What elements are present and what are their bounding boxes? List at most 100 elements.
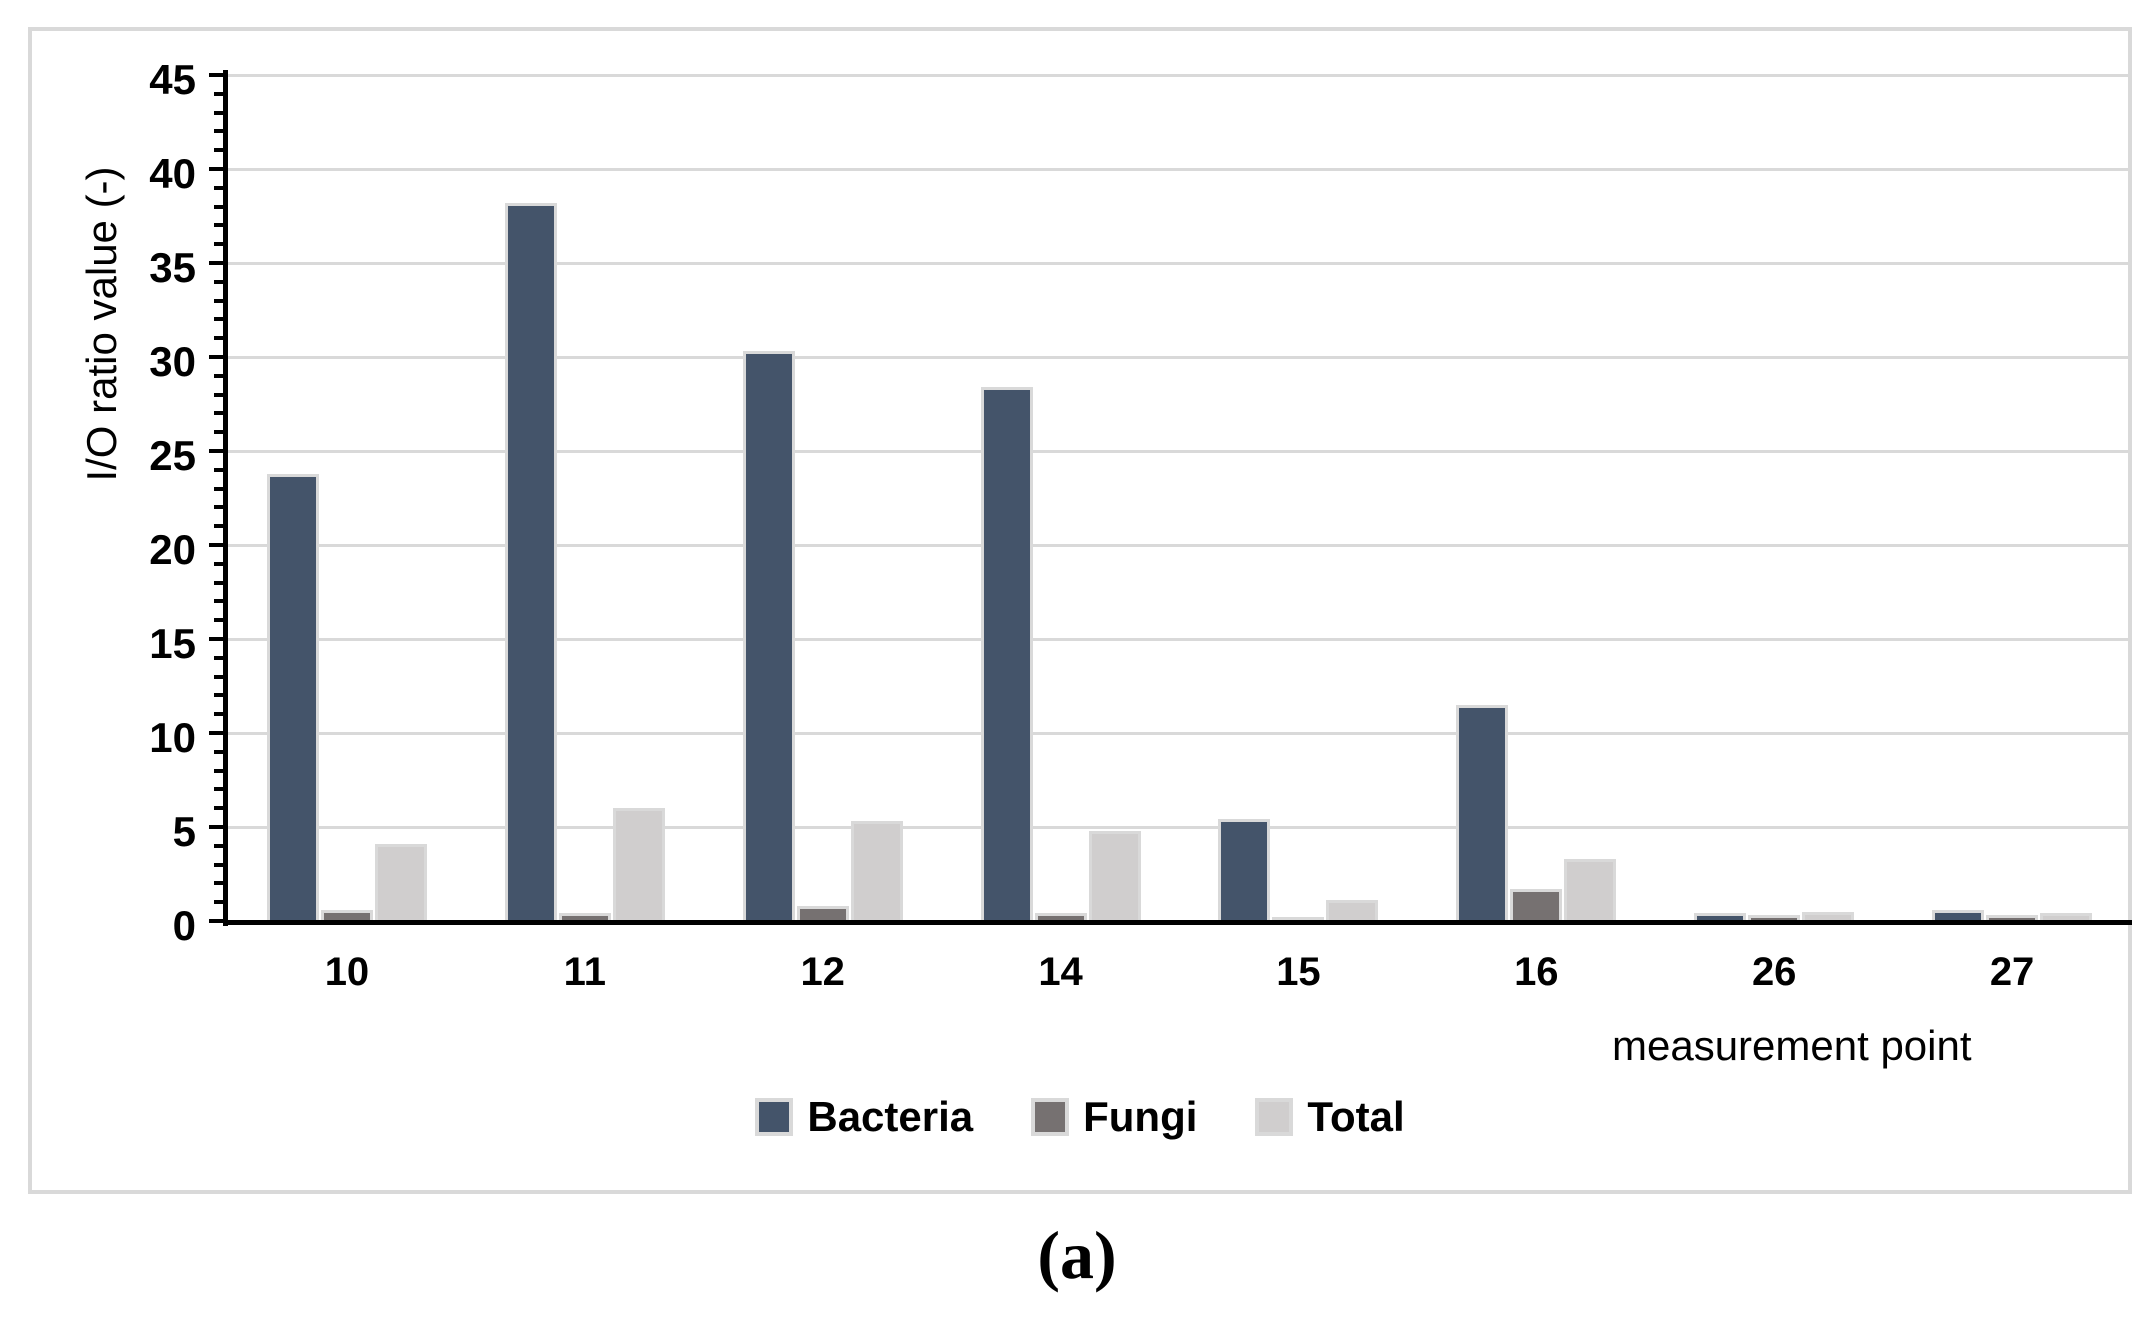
bar-fungi-11	[558, 913, 611, 921]
y-minor-tick-2	[214, 881, 223, 886]
y-tick-label-25: 25	[149, 432, 196, 479]
y-minor-tick-1	[214, 900, 223, 905]
gridline-30	[228, 356, 2131, 359]
y-minor-tick-39	[214, 185, 223, 190]
x-tick-label-10: 10	[324, 950, 370, 994]
y-minor-tick-14	[214, 655, 223, 660]
bar-total-15	[1326, 900, 1379, 921]
y-minor-tick-7	[214, 787, 223, 792]
y-minor-tick-3	[214, 862, 223, 867]
y-tick-label-30: 30	[149, 338, 196, 385]
bar-bacteria-15	[1218, 819, 1271, 921]
legend-item-fungi: Fungi	[1031, 1096, 1197, 1138]
y-minor-tick-34	[214, 279, 223, 284]
y-minor-tick-26	[214, 430, 223, 435]
gridline-25	[228, 450, 2131, 453]
y-minor-tick-27	[214, 411, 223, 416]
bar-bacteria-27	[1932, 909, 1985, 921]
y-minor-tick-43	[214, 110, 223, 115]
y-minor-tick-32	[214, 317, 223, 322]
y-major-tick-35	[209, 261, 223, 265]
bar-fungi-14	[1034, 913, 1087, 921]
y-major-tick-25	[209, 449, 223, 453]
y-minor-tick-16	[214, 618, 223, 623]
y-minor-tick-12	[214, 693, 223, 698]
legend-label-total: Total	[1307, 1093, 1405, 1140]
gridline-20	[228, 544, 2131, 547]
y-minor-tick-4	[214, 843, 223, 848]
figure-caption: (a)	[1037, 1217, 1117, 1293]
bar-total-16	[1564, 858, 1617, 921]
y-minor-tick-44	[214, 91, 223, 96]
y-tick-label-40: 40	[149, 150, 196, 197]
legend: Bacteria Fungi Total	[28, 1096, 2132, 1138]
legend-swatch-fungi	[1031, 1098, 1070, 1136]
legend-label-fungi: Fungi	[1083, 1093, 1198, 1140]
bar-fungi-16	[1510, 889, 1563, 921]
legend-swatch-total	[1255, 1098, 1294, 1136]
y-axis-title: I/O ratio value (-)	[78, 166, 125, 482]
y-minor-tick-36	[214, 242, 223, 247]
gridline-15	[228, 638, 2131, 641]
y-minor-tick-17	[214, 599, 223, 604]
y-axis-line	[223, 70, 228, 926]
y-tick-label-5: 5	[172, 808, 196, 855]
bar-fungi-26	[1748, 915, 1801, 921]
bar-bacteria-26	[1694, 913, 1747, 921]
y-tick-label-35: 35	[149, 244, 196, 291]
bar-fungi-15	[1272, 917, 1325, 921]
y-minor-tick-29	[214, 373, 223, 378]
y-major-tick-30	[209, 355, 223, 359]
gridline-45	[228, 74, 2131, 77]
y-minor-tick-11	[214, 712, 223, 717]
y-tick-label-20: 20	[149, 526, 196, 573]
legend-label-bacteria: Bacteria	[807, 1093, 974, 1140]
y-minor-tick-18	[214, 580, 223, 585]
gridline-35	[228, 262, 2131, 265]
bar-bacteria-14	[980, 387, 1033, 921]
y-tick-label-10: 10	[149, 714, 196, 761]
bar-fungi-12	[796, 905, 849, 921]
y-major-tick-5	[209, 825, 223, 829]
y-minor-tick-37	[214, 223, 223, 228]
bar-total-14	[1088, 830, 1141, 921]
bar-fungi-27	[1986, 915, 2039, 921]
bar-bacteria-12	[742, 351, 795, 921]
x-axis-title: measurement point	[1612, 1022, 1972, 1069]
x-tick-label-27: 27	[1989, 950, 2035, 994]
y-minor-tick-31	[214, 336, 223, 341]
y-minor-tick-28	[214, 392, 223, 397]
y-minor-tick-22	[214, 505, 223, 510]
y-minor-tick-9	[214, 749, 223, 754]
y-tick-label-45: 45	[149, 56, 196, 103]
gridline-10	[228, 732, 2131, 735]
legend-swatch-bacteria	[755, 1098, 794, 1136]
bar-total-27	[2040, 913, 2093, 921]
y-major-tick-45	[209, 73, 223, 77]
bar-total-26	[1802, 911, 1855, 921]
y-minor-tick-38	[214, 204, 223, 209]
y-minor-tick-13	[214, 674, 223, 679]
legend-item-bacteria: Bacteria	[755, 1096, 973, 1138]
y-tick-label-15: 15	[149, 620, 196, 667]
x-tick-label-14: 14	[1038, 950, 1083, 994]
y-minor-tick-41	[214, 148, 223, 153]
x-tick-label-15: 15	[1276, 950, 1321, 994]
y-major-tick-15	[209, 637, 223, 641]
y-minor-tick-23	[214, 486, 223, 491]
y-minor-tick-33	[214, 298, 223, 303]
bar-total-12	[850, 821, 903, 921]
y-minor-tick-8	[214, 768, 223, 773]
gridline-5	[228, 826, 2131, 829]
y-minor-tick-21	[214, 524, 223, 529]
bar-total-10	[374, 843, 427, 921]
y-major-tick-10	[209, 731, 223, 735]
y-minor-tick-24	[214, 467, 223, 472]
bar-bacteria-11	[504, 202, 557, 921]
y-major-tick-40	[209, 167, 223, 171]
y-tick-label-0: 0	[172, 902, 196, 949]
legend-item-total: Total	[1255, 1093, 1405, 1140]
y-major-tick-0	[209, 919, 223, 923]
x-tick-label-11: 11	[563, 950, 606, 994]
